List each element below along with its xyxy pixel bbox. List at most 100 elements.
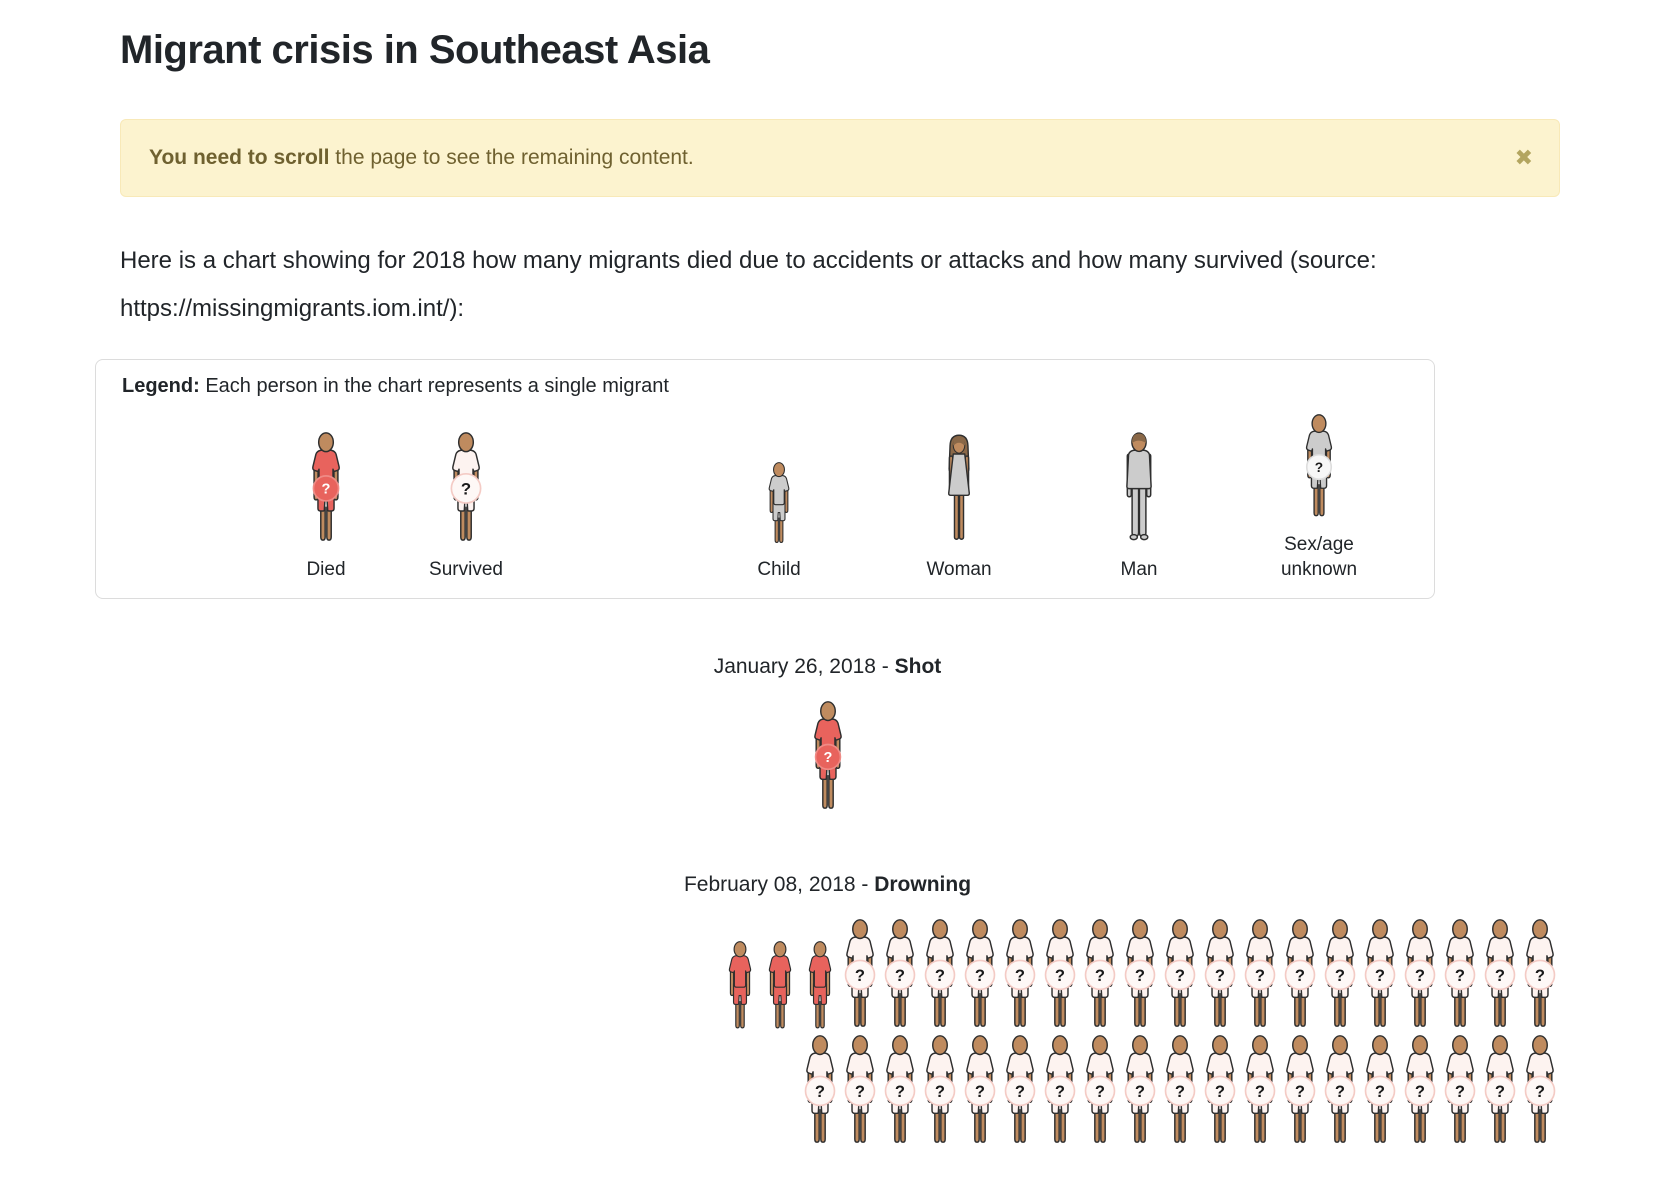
svg-text:?: ?: [1135, 1082, 1145, 1101]
person-icon-woman: [939, 434, 979, 549]
alert-message-rest: the page to see the remaining content.: [329, 146, 694, 169]
person-icon-survived: ?: [1041, 1035, 1079, 1151]
svg-text:?: ?: [823, 751, 832, 767]
svg-text:?: ?: [1495, 966, 1505, 985]
svg-text:?: ?: [1315, 460, 1323, 475]
legend-item-man: Man: [1049, 432, 1229, 583]
person-icon-survived: ?: [1201, 919, 1239, 1035]
event-1: January 26, 2018 - Shot?: [95, 655, 1560, 817]
legend-box: Legend: Each person in the chart represe…: [95, 359, 1435, 600]
svg-text:?: ?: [1055, 1082, 1065, 1101]
person-icon-survived: ?: [1321, 919, 1359, 1035]
svg-text:?: ?: [855, 1082, 865, 1101]
person-icon-survived: ?: [1361, 1035, 1399, 1151]
svg-text:?: ?: [815, 1082, 825, 1101]
person-icon-survived: ?: [1241, 1035, 1279, 1151]
person-icon-survived: ?: [1401, 919, 1439, 1035]
person-icon-child: [764, 461, 794, 549]
person-icon-survived: ?: [801, 1035, 839, 1151]
person-icon-survived: ?: [1081, 919, 1119, 1035]
svg-text:?: ?: [1215, 966, 1225, 985]
svg-text:?: ?: [1295, 966, 1305, 985]
person-icon-survived: ?: [841, 919, 879, 1035]
svg-text:?: ?: [1455, 1082, 1465, 1101]
legend-item-woman: Woman: [869, 434, 1049, 583]
svg-text:?: ?: [322, 481, 331, 497]
person-icon-died-child: [724, 941, 756, 1035]
legend-title-label: Legend:: [122, 375, 200, 397]
alert-message-bold: You need to scroll: [149, 146, 330, 169]
intro-paragraph: Here is a chart showing for 2018 how man…: [120, 247, 1377, 322]
svg-text:?: ?: [895, 1082, 905, 1101]
person-icon-survived: ?: [1041, 919, 1079, 1035]
svg-text:?: ?: [1295, 1082, 1305, 1101]
svg-text:?: ?: [1175, 966, 1185, 985]
person-icon-survived: ?: [881, 919, 919, 1035]
person-icon-survived: ?: [1361, 919, 1399, 1035]
event-figures: ?????????????????????????????????????: [700, 919, 1560, 1151]
legend-item-label: Died: [306, 558, 346, 580]
person-icon-survived: ?: [1001, 919, 1039, 1035]
svg-text:?: ?: [1375, 1082, 1385, 1101]
page: { "page": { "title": "Migrant crisis in …: [0, 28, 1680, 1196]
svg-text:?: ?: [1415, 1082, 1425, 1101]
svg-text:?: ?: [975, 966, 985, 985]
svg-text:?: ?: [975, 1082, 985, 1101]
person-icon-survived: ?: [1481, 919, 1519, 1035]
legend-item-label: Child: [757, 558, 801, 580]
person-icon-survived: ?: [1241, 919, 1279, 1035]
svg-text:?: ?: [1135, 966, 1145, 985]
alert-banner: You need to scroll the page to see the r…: [120, 119, 1560, 197]
person-icon-survived: ?: [841, 1035, 879, 1151]
legend-item-child: Child: [689, 461, 869, 583]
svg-text:?: ?: [461, 479, 471, 498]
legend-item-label: Sex/age unknown: [1280, 534, 1358, 580]
person-icon-survived: ?: [961, 1035, 999, 1151]
page-title: Migrant crisis in Southeast Asia: [120, 28, 710, 72]
svg-text:?: ?: [1415, 966, 1425, 985]
person-icon-survived: ?: [1161, 919, 1199, 1035]
person-icon-man: [1118, 432, 1160, 549]
svg-text:?: ?: [1255, 966, 1265, 985]
main-content: Migrant crisis in Southeast Asia You nee…: [0, 28, 1680, 1151]
svg-text:?: ?: [1015, 966, 1025, 985]
person-icon-survived: ?: [1281, 919, 1319, 1035]
svg-text:?: ?: [1095, 966, 1105, 985]
person-icon-died-child: [804, 941, 836, 1035]
legend-item-survived: ? Survived: [396, 431, 536, 583]
person-icon-survived: ?: [961, 919, 999, 1035]
svg-text:?: ?: [1495, 1082, 1505, 1101]
person-icon-survived: ?: [1121, 1035, 1159, 1151]
event-date: January 26, 2018 -: [713, 655, 895, 679]
svg-text:?: ?: [1055, 966, 1065, 985]
person-icon-survived: ?: [446, 431, 486, 549]
svg-text:?: ?: [1215, 1082, 1225, 1101]
legend-title-description: Each person in the chart represents a si…: [205, 375, 669, 397]
svg-text:?: ?: [1375, 966, 1385, 985]
svg-text:?: ?: [1095, 1082, 1105, 1101]
pictogram-chart: January 26, 2018 - Shot? February 08, 201…: [95, 655, 1560, 1151]
svg-text:?: ?: [1455, 966, 1465, 985]
person-icon-survived: ?: [1281, 1035, 1319, 1151]
person-icon-survived: ?: [1161, 1035, 1199, 1151]
person-icon-died: ?: [306, 431, 346, 549]
svg-text:?: ?: [855, 966, 865, 985]
person-icon-survived: ?: [1121, 919, 1159, 1035]
svg-text:?: ?: [1335, 966, 1345, 985]
legend-item-died: ? Died: [256, 431, 396, 583]
legend-item-label: Survived: [429, 558, 503, 580]
person-icon-survived: ?: [1481, 1035, 1519, 1151]
person-icon-survived: ?: [1521, 919, 1559, 1035]
svg-text:?: ?: [935, 966, 945, 985]
event-2: February 08, 2018 - Drowning????????????…: [95, 873, 1560, 1151]
person-icon-survived: ?: [1401, 1035, 1439, 1151]
person-icon-survived: ?: [1441, 1035, 1479, 1151]
alert-close-button[interactable]: ✖: [1514, 145, 1533, 170]
svg-text:?: ?: [1535, 1082, 1545, 1101]
person-icon-survived: ?: [1081, 1035, 1119, 1151]
svg-text:?: ?: [1015, 1082, 1025, 1101]
svg-text:?: ?: [1255, 1082, 1265, 1101]
event-cause: Drowning: [874, 873, 972, 897]
person-icon-survived: ?: [1521, 1035, 1559, 1151]
person-icon-died-child: [764, 941, 796, 1035]
